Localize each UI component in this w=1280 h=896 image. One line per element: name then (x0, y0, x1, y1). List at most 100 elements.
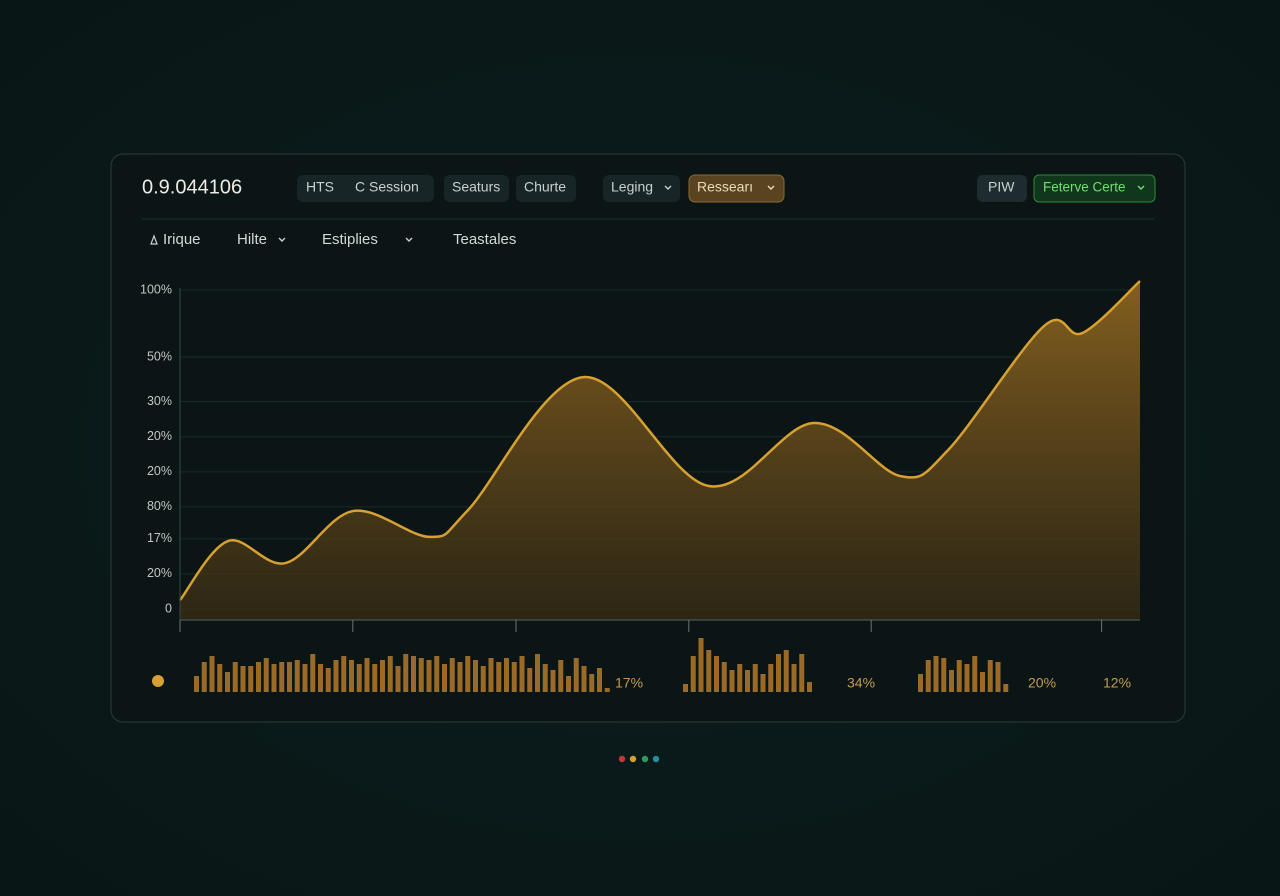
mini-bar (995, 662, 1001, 692)
mini-bar (683, 684, 688, 692)
mini-bar (287, 662, 292, 692)
mini-bar (480, 666, 486, 692)
dropdown-label[interactable]: Feterve Certe (1043, 180, 1126, 195)
y-tick-label: 17% (147, 531, 172, 545)
mini-bar (395, 666, 401, 692)
button-label[interactable]: HTS (306, 179, 334, 195)
mini-bar (752, 664, 758, 692)
mini-bar (956, 660, 962, 692)
dropdown-label[interactable]: Leging (611, 179, 653, 195)
button-group[interactable] (297, 175, 434, 202)
mini-bar (426, 660, 432, 692)
button[interactable] (516, 175, 576, 202)
mini-bar (690, 656, 696, 692)
mini-bar (372, 664, 378, 692)
button-label[interactable]: Seaturs (452, 179, 500, 195)
tab[interactable]: Irique (163, 231, 201, 248)
tab[interactable]: Teastales (453, 231, 516, 248)
mini-bar (581, 666, 587, 692)
mini-bar (542, 664, 548, 692)
mini-bar (232, 662, 238, 692)
mini-bar (271, 664, 277, 692)
mini-bar (279, 662, 285, 692)
mini-bar (987, 660, 993, 692)
page-dot[interactable] (652, 755, 660, 763)
chevron (1137, 185, 1145, 190)
mini-bar (745, 670, 750, 692)
mini-bar (729, 670, 735, 692)
mini-bar (519, 656, 525, 692)
legend-dot (152, 675, 164, 687)
mini-bar (760, 674, 766, 692)
mini-bar (364, 658, 370, 692)
y-tick-label: 0 (165, 601, 172, 615)
button-label[interactable]: Churte (524, 179, 566, 195)
mini-bar (248, 666, 254, 692)
bar-group-label: 20% (1028, 675, 1056, 691)
chevron (405, 237, 413, 242)
mini-bar (411, 656, 416, 692)
button[interactable] (444, 175, 509, 202)
mini-bar (573, 658, 579, 692)
page-dot[interactable] (618, 755, 626, 763)
mini-bar (597, 668, 602, 692)
y-tick-label: 20% (147, 464, 172, 478)
y-tick-label: 20% (147, 566, 172, 580)
mini-bar (783, 650, 789, 692)
dropdown-label[interactable]: Ressearı (697, 179, 753, 195)
mini-bar (511, 662, 517, 692)
page-dot[interactable] (641, 755, 649, 763)
page-dot[interactable] (629, 755, 637, 763)
mini-bar (604, 688, 610, 692)
mini-bar (473, 660, 478, 692)
dropdown[interactable] (688, 174, 785, 203)
mini-bar (925, 660, 931, 692)
mini-bar (550, 670, 556, 692)
mini-bar (294, 660, 300, 692)
mini-bar (558, 660, 564, 692)
mini-bar (318, 664, 323, 692)
mini-bar (194, 676, 199, 692)
app-title: 0.9.044106 (142, 176, 242, 198)
tab[interactable]: Estiplies (322, 231, 378, 248)
mini-bar (941, 658, 947, 692)
chevron (278, 237, 286, 242)
button[interactable] (977, 175, 1027, 202)
mini-bar (418, 658, 424, 692)
y-tick-label: 100% (140, 282, 172, 296)
mini-bar (1003, 684, 1009, 692)
mini-bar (791, 664, 797, 692)
mini-bar (964, 664, 970, 692)
mini-bar (589, 674, 595, 692)
mini-bar (457, 662, 463, 692)
mini-bar (333, 660, 339, 692)
chevron (664, 185, 672, 190)
mini-bar (737, 664, 743, 692)
mini-bar (209, 656, 215, 692)
mini-bar (972, 656, 978, 692)
tab[interactable]: Hilte (237, 231, 267, 248)
mini-bar (465, 656, 471, 692)
mini-bar (201, 662, 207, 692)
mini-bar (217, 664, 223, 692)
mini-bar (434, 656, 440, 692)
mini-bar (504, 658, 509, 692)
bar-group-label: 12% (1103, 675, 1131, 691)
y-tick-label: 30% (147, 394, 172, 408)
mini-bar (449, 658, 455, 692)
dropdown[interactable] (1033, 174, 1156, 203)
y-tick-label: 50% (147, 349, 172, 363)
button-label[interactable]: PIW (988, 179, 1015, 195)
dropdown[interactable] (603, 175, 680, 202)
mini-bar (310, 654, 316, 692)
y-tick-label: 20% (147, 429, 172, 443)
mini-bar (496, 662, 502, 692)
mini-bar (566, 676, 571, 692)
mini-bar (807, 682, 812, 692)
mini-bar (403, 654, 409, 692)
line (179, 280, 1141, 601)
button-label[interactable]: C Session (355, 179, 419, 195)
mini-bar (341, 656, 347, 692)
mini-bar (256, 662, 261, 692)
